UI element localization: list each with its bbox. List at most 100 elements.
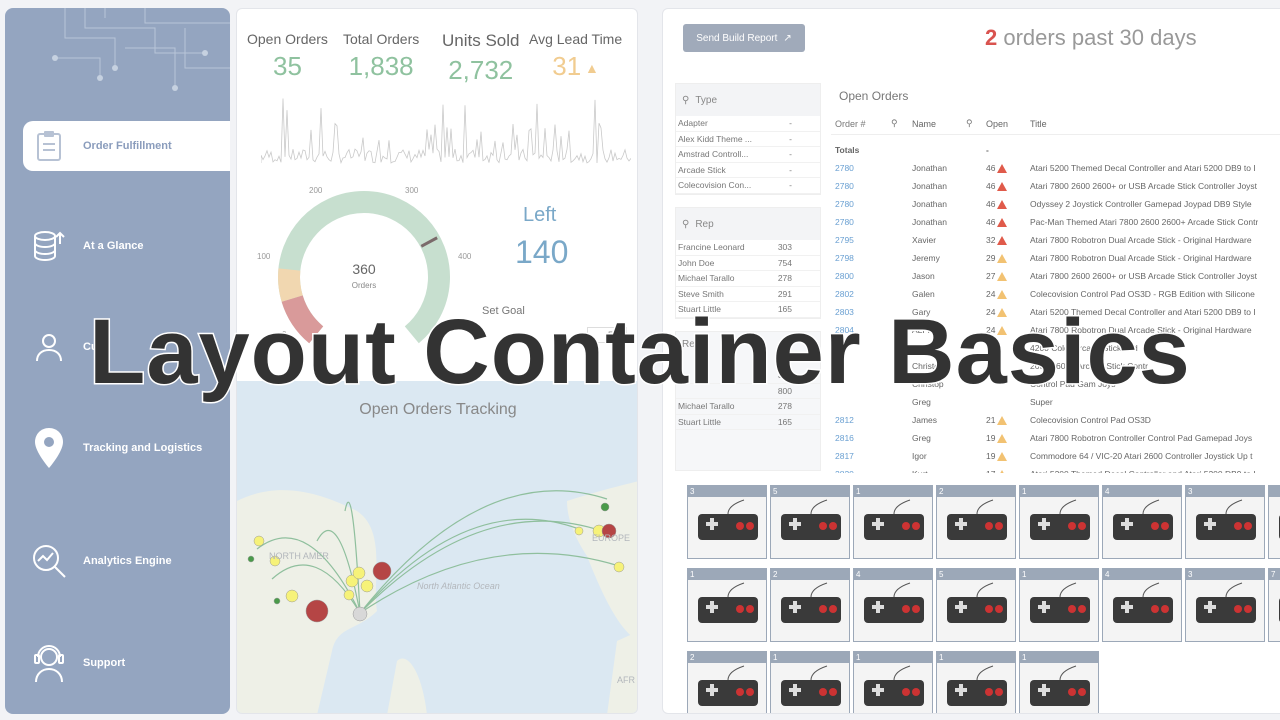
table-row[interactable]: Christop 2600 2600+ Arcade Stick Contr bbox=[831, 357, 1280, 375]
product-thumbnail[interactable]: 1 bbox=[1019, 485, 1099, 559]
type-filter-header[interactable]: ⚲ Type bbox=[676, 84, 820, 116]
table-row[interactable]: 2780 Jonathan 46 Odyssey 2 Joystick Control… bbox=[831, 195, 1280, 213]
filter-row[interactable]: Michael Tarallo 278 bbox=[676, 399, 820, 415]
filter-row[interactable]: 800 bbox=[676, 384, 820, 399]
col-header-open[interactable]: Open bbox=[986, 118, 1009, 129]
order-number[interactable]: 2780 bbox=[835, 217, 854, 227]
search-icon[interactable]: ⚲ bbox=[891, 118, 898, 128]
order-number[interactable]: 2816 bbox=[835, 433, 854, 443]
product-thumbnail[interactable]: 5 bbox=[770, 485, 850, 559]
rep-filter-secondary-header[interactable]: Rep ☰ bbox=[676, 332, 820, 356]
order-location-marker[interactable] bbox=[305, 599, 329, 623]
table-row[interactable]: 2780 Jonathan 46 Atari 5200 Themed Decal Co… bbox=[831, 159, 1280, 177]
table-row[interactable]: 2812 James 21 Colecovision Control Pad OS3D bbox=[831, 411, 1280, 429]
order-number[interactable]: 2795 bbox=[835, 235, 854, 245]
table-row[interactable]: 2803 Gary 24 Atari 5200 Themed Decal Contro… bbox=[831, 303, 1280, 321]
order-number[interactable]: 2780 bbox=[835, 163, 854, 173]
rep-filter-secondary[interactable]: Rep ☰ 303 800 Michael Tarallo 278 Stuart Litt… bbox=[675, 331, 821, 471]
order-location-marker[interactable] bbox=[345, 574, 359, 588]
filter-row[interactable]: Colecovision Con... - bbox=[676, 178, 820, 194]
order-location-marker[interactable] bbox=[613, 561, 625, 573]
product-thumbnail[interactable]: 4 bbox=[1102, 485, 1182, 559]
nav-item-order-fulfillment[interactable]: Order Fulfillment bbox=[23, 121, 230, 171]
table-row[interactable]: 2800 Jason 27 Atari 7800 2600 2600+ or USB … bbox=[831, 267, 1280, 285]
product-thumbnail[interactable]: 3 bbox=[687, 485, 767, 559]
nav-item-customers[interactable]: Cust bbox=[23, 322, 230, 372]
order-number[interactable]: 2798 bbox=[835, 253, 854, 263]
order-location-marker[interactable] bbox=[247, 555, 255, 563]
order-number[interactable]: 2802 bbox=[835, 289, 854, 299]
filter-row[interactable]: 303 bbox=[676, 368, 820, 384]
product-thumbnail[interactable]: 3 bbox=[1185, 485, 1265, 559]
order-location-marker[interactable] bbox=[360, 579, 374, 593]
table-row[interactable]: 2804 ALFRED 24 Atari 7800 Robotron Dual Arc… bbox=[831, 321, 1280, 339]
filter-row[interactable]: Michael Tarallo 278 bbox=[676, 271, 820, 287]
nav-item-at-a-glance[interactable]: At a Glance bbox=[23, 221, 230, 271]
order-number[interactable]: 2820 bbox=[831, 469, 912, 473]
order-location-marker[interactable] bbox=[343, 589, 355, 601]
filter-row[interactable]: John Doe 754 bbox=[676, 256, 820, 271]
nav-item-analytics-engine[interactable]: Analytics Engine bbox=[23, 536, 230, 586]
filter-row[interactable]: Francine Leonard 303 bbox=[676, 240, 820, 256]
table-row[interactable]: 2795 Xavier 32 Atari 7800 Robotron Dual Arc… bbox=[831, 231, 1280, 249]
product-thumbnail[interactable]: 5 bbox=[936, 568, 1016, 642]
filter-row[interactable]: Steve Smith 291 bbox=[676, 287, 820, 302]
order-number[interactable]: 2817 bbox=[835, 451, 854, 461]
nav-item-support[interactable]: Support bbox=[23, 638, 230, 688]
product-thumbnail[interactable]: 2 bbox=[687, 651, 767, 713]
product-thumbnail[interactable]: 1 bbox=[687, 568, 767, 642]
table-row[interactable]: 2798 Jeremy 29 Atari 7800 Robotron Dual Arc… bbox=[831, 249, 1280, 267]
product-thumbnail[interactable]: 1 bbox=[1019, 568, 1099, 642]
order-number[interactable]: 2780 bbox=[835, 199, 854, 209]
product-thumbnail[interactable]: 1 bbox=[853, 485, 933, 559]
order-location-marker[interactable] bbox=[273, 597, 281, 605]
table-row[interactable]: 2802 Galen 24 Colecovision Control Pad OS3D… bbox=[831, 285, 1280, 303]
filter-row[interactable]: Stuart Little 165 bbox=[676, 415, 820, 430]
send-build-report-button[interactable]: Send Build Report ↗ bbox=[683, 24, 805, 52]
table-row[interactable]: 2816 Greg 19 Atari 7800 Robotron Controller… bbox=[831, 429, 1280, 447]
product-thumbnail[interactable] bbox=[1268, 485, 1280, 559]
product-thumbnail[interactable]: 2 bbox=[936, 485, 1016, 559]
table-row[interactable]: 2780 Jonathan 46 Atari 7800 2600 2600+ or U… bbox=[831, 177, 1280, 195]
table-row[interactable]: 2817 Igor 19 Commodore 64 / VIC-20 Atari 26… bbox=[831, 447, 1280, 465]
product-thumbnail[interactable]: 4 bbox=[1102, 568, 1182, 642]
order-location-marker[interactable] bbox=[285, 589, 299, 603]
order-location-marker[interactable] bbox=[352, 566, 366, 580]
orders-map[interactable]: NORTH AMER North Atlantic Ocean EUROPE A… bbox=[237, 381, 638, 714]
goal-input[interactable]: 500 bbox=[587, 327, 627, 343]
product-thumbnail[interactable]: 1 bbox=[936, 651, 1016, 713]
col-header-order[interactable]: Order # bbox=[835, 118, 866, 129]
table-row[interactable]: Christop Control Pad Gam Joys bbox=[831, 375, 1280, 393]
order-location-marker[interactable] bbox=[269, 555, 281, 567]
col-header-name[interactable]: Name bbox=[912, 118, 937, 129]
product-thumbnail[interactable]: 1 bbox=[853, 651, 933, 713]
product-thumbnail[interactable]: 7 bbox=[1268, 568, 1280, 642]
order-location-marker[interactable] bbox=[600, 502, 610, 512]
product-thumbnail[interactable]: 1 bbox=[1019, 651, 1099, 713]
filter-row[interactable]: Stuart Little 165 bbox=[676, 302, 820, 318]
product-thumbnail[interactable]: 3 bbox=[1185, 568, 1265, 642]
rep-filter[interactable]: ⚲ Rep Francine Leonard 303 John Doe 754 Micha… bbox=[675, 207, 821, 319]
order-number[interactable]: 2800 bbox=[835, 271, 854, 281]
table-row[interactable]: 2780 Jonathan 46 Pac-Man Themed Atari 7800 … bbox=[831, 213, 1280, 231]
col-header-title[interactable]: Title bbox=[1030, 118, 1047, 129]
order-number[interactable]: 2780 bbox=[835, 181, 854, 191]
filter-row[interactable]: Adapter - bbox=[676, 116, 820, 132]
rep-filter-header[interactable]: ⚲ Rep bbox=[676, 208, 820, 240]
table-row[interactable]: eiko 4200 Color Arcade Stick and bbox=[831, 339, 1280, 357]
order-location-marker[interactable] bbox=[601, 523, 617, 539]
nav-item-tracking-logistics[interactable]: Tracking and Logistics bbox=[23, 423, 230, 473]
table-row[interactable]: Greg Super bbox=[831, 393, 1280, 411]
product-thumbnail[interactable]: 2 bbox=[770, 568, 850, 642]
type-filter[interactable]: ⚲ Type Adapter - Alex Kidd Theme ... - Amstra… bbox=[675, 83, 821, 195]
search-icon[interactable]: ⚲ bbox=[966, 118, 973, 128]
filter-row[interactable]: Alex Kidd Theme ... - bbox=[676, 132, 820, 147]
order-location-marker[interactable] bbox=[372, 561, 392, 581]
order-location-marker[interactable] bbox=[574, 526, 584, 536]
order-number[interactable]: 2803 bbox=[835, 307, 854, 317]
order-location-marker[interactable] bbox=[352, 606, 368, 622]
order-number[interactable]: 2812 bbox=[835, 415, 854, 425]
table-row[interactable]: 2820Kurt17 Atari 5200 Themed Decal Contro… bbox=[831, 465, 1280, 473]
product-thumbnail[interactable]: 1 bbox=[770, 651, 850, 713]
order-location-marker[interactable] bbox=[253, 535, 265, 547]
